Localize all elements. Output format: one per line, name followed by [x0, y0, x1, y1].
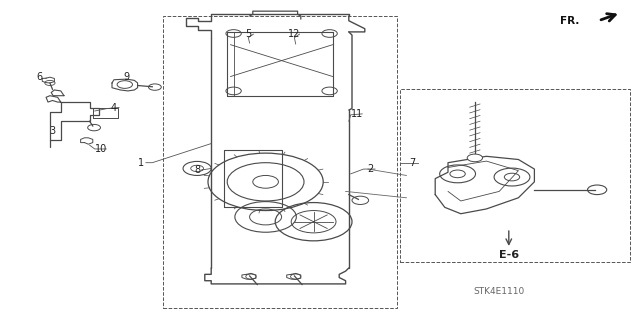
- Text: 10: 10: [95, 144, 108, 154]
- Bar: [163, 16, 397, 308]
- Text: 1: 1: [138, 158, 144, 168]
- Text: 6: 6: [36, 71, 43, 82]
- Text: 7: 7: [410, 158, 416, 168]
- Text: FR.: FR.: [560, 16, 579, 26]
- Text: 8: 8: [194, 165, 200, 175]
- Text: 3: 3: [49, 126, 56, 136]
- Text: 12: 12: [288, 29, 301, 39]
- Text: 9: 9: [124, 71, 130, 82]
- Text: E-6: E-6: [499, 250, 519, 260]
- Text: 2: 2: [367, 164, 373, 174]
- Text: 5: 5: [245, 29, 252, 39]
- Circle shape: [467, 154, 483, 162]
- Text: 11: 11: [351, 109, 364, 119]
- Bar: [400, 89, 630, 262]
- Text: 4: 4: [111, 102, 117, 113]
- Text: STK4E1110: STK4E1110: [474, 287, 525, 296]
